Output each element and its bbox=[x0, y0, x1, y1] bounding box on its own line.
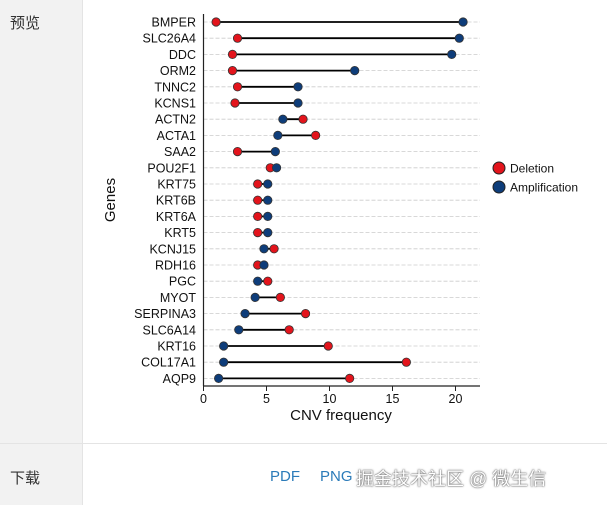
amplification-point bbox=[263, 228, 273, 238]
row-divider bbox=[0, 443, 607, 444]
legend-deletion-marker bbox=[492, 161, 506, 175]
gene-label: MYOT bbox=[160, 291, 196, 305]
amplification-point bbox=[278, 114, 288, 124]
label-column bbox=[0, 0, 83, 505]
amplification-point bbox=[214, 373, 224, 383]
amplification-point bbox=[253, 276, 263, 286]
gene-label: KCNJ15 bbox=[149, 242, 196, 256]
cnv-dumbbell-chart: 0 5 10 15 20 BMPER SLC26A4 DDC ORM2 TNNC2 KCNS1 AC… bbox=[102, 14, 578, 424]
y-axis-title: Genes bbox=[102, 178, 119, 222]
deletion-point bbox=[345, 373, 355, 383]
legend-amplification-marker bbox=[492, 180, 506, 194]
amplification-point bbox=[219, 341, 229, 351]
x-ticks: 0 5 10 15 20 bbox=[200, 386, 462, 406]
deletion-point bbox=[253, 195, 263, 205]
gene-label: KRT16 bbox=[157, 340, 196, 354]
gene-label: SLC6A14 bbox=[142, 323, 196, 337]
gene-label: BMPER bbox=[152, 16, 196, 30]
gene-label: KRT6A bbox=[156, 210, 197, 224]
amplification-point bbox=[240, 308, 250, 319]
gene-label: SERPINA3 bbox=[134, 307, 196, 321]
watermark: 掘金技术社区 @ 微生信 bbox=[356, 469, 547, 489]
gene-label: KRT5 bbox=[164, 226, 196, 240]
deletion-point bbox=[275, 292, 285, 302]
amplification-point bbox=[263, 179, 273, 189]
x-tick-label: 5 bbox=[263, 392, 270, 406]
deletion-point bbox=[253, 228, 263, 238]
deletion-point bbox=[232, 147, 243, 157]
amplification-point bbox=[454, 33, 464, 43]
amplification-point bbox=[263, 195, 273, 205]
deletion-point bbox=[269, 244, 279, 254]
pdf-download-link[interactable]: PDF bbox=[270, 468, 300, 485]
amplification-point bbox=[293, 82, 303, 92]
amplification-point bbox=[271, 163, 282, 173]
amplification-point bbox=[219, 357, 229, 367]
deletion-point bbox=[263, 276, 273, 286]
amplification-point bbox=[259, 244, 269, 254]
legend-deletion-label: Deletion bbox=[510, 162, 554, 176]
axes-layer bbox=[202, 14, 480, 387]
data-marks bbox=[211, 17, 468, 383]
deletion-point bbox=[232, 82, 243, 92]
deletion-point bbox=[300, 308, 311, 319]
deletion-point bbox=[253, 179, 263, 189]
legend: Deletion Amplification bbox=[492, 161, 578, 195]
deletion-point bbox=[227, 49, 238, 60]
gene-label: AQP9 bbox=[163, 372, 196, 386]
amplification-point bbox=[270, 147, 280, 157]
gene-label: KCNS1 bbox=[154, 97, 196, 111]
gene-label: ORM2 bbox=[160, 64, 196, 78]
legend-amplification-label: Amplification bbox=[510, 181, 578, 195]
png-download-link[interactable]: PNG bbox=[320, 468, 353, 485]
deletion-point bbox=[284, 325, 294, 335]
gene-label: DDC bbox=[169, 48, 196, 62]
deletion-point bbox=[298, 114, 308, 124]
x-axis-title: CNV frequency bbox=[290, 407, 392, 424]
preview-label: 预览 bbox=[10, 15, 41, 32]
gene-label: TNNC2 bbox=[154, 80, 196, 94]
deletion-point bbox=[323, 341, 333, 351]
amplification-point bbox=[293, 98, 303, 108]
y-tick-labels: BMPER SLC26A4 DDC ORM2 TNNC2 KCNS1 ACTN2 ACTA1 S… bbox=[134, 16, 196, 386]
amplification-point bbox=[458, 17, 468, 27]
gene-label: ACTN2 bbox=[155, 113, 196, 127]
gene-label: KRT75 bbox=[157, 178, 196, 192]
amplification-point bbox=[250, 292, 260, 302]
gene-label: SLC26A4 bbox=[142, 32, 196, 46]
gene-label: KRT6B bbox=[156, 194, 196, 208]
amplification-point bbox=[447, 49, 457, 60]
deletion-point bbox=[232, 33, 243, 43]
gene-label: RDH16 bbox=[155, 259, 196, 273]
grid-layer bbox=[203, 21, 480, 379]
gene-label: POU2F1 bbox=[147, 161, 196, 175]
gene-label: ACTA1 bbox=[157, 129, 196, 143]
download-label: 下载 bbox=[10, 470, 41, 487]
deletion-point bbox=[227, 66, 238, 76]
gene-label: PGC bbox=[169, 275, 196, 289]
x-tick-label: 10 bbox=[323, 392, 337, 406]
x-tick-label: 15 bbox=[386, 392, 400, 406]
gene-label: SAA2 bbox=[164, 145, 196, 159]
deletion-point bbox=[311, 130, 321, 140]
deletion-point bbox=[230, 98, 240, 108]
gene-label: COL17A1 bbox=[141, 356, 196, 370]
amplification-point bbox=[234, 325, 244, 335]
deletion-point bbox=[211, 17, 221, 27]
amplification-point bbox=[350, 66, 360, 76]
amplification-point bbox=[263, 211, 273, 221]
deletion-point bbox=[253, 211, 263, 221]
deletion-point bbox=[401, 357, 411, 367]
amplification-point bbox=[273, 130, 283, 140]
amplification-point bbox=[259, 260, 269, 270]
x-tick-label: 0 bbox=[200, 392, 207, 406]
x-tick-label: 20 bbox=[449, 392, 463, 406]
